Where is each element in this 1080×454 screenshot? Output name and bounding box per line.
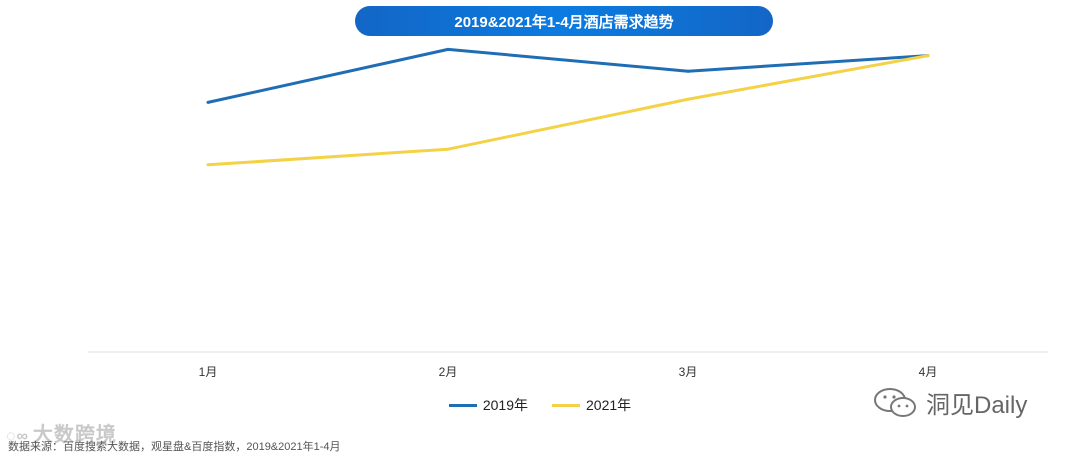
series-0-point-2 bbox=[446, 47, 450, 51]
series-layer bbox=[206, 47, 930, 167]
series-line-0 bbox=[207, 47, 929, 104]
legend-label-2021: 2021年 bbox=[586, 397, 632, 413]
watermark-left: ◌∞ 大数跨境 bbox=[6, 418, 117, 447]
x-tick-label-2: 2月 bbox=[439, 365, 458, 379]
legend-swatch-2019 bbox=[448, 403, 477, 407]
series-0-point-1 bbox=[206, 100, 210, 104]
x-tick-labels: 1月 2月 3月 4月 bbox=[199, 365, 938, 379]
series-1-point-4 bbox=[926, 54, 930, 58]
series-1-point-2 bbox=[446, 147, 450, 151]
watermark-right: 洞见Daily bbox=[872, 385, 1027, 420]
legend-item-2019[interactable]: 2019年 bbox=[448, 395, 528, 415]
watermark-left-text: 大数跨境 bbox=[32, 424, 117, 446]
legend: 2019年 2021年 bbox=[0, 395, 1080, 415]
series-0-point-3 bbox=[686, 69, 690, 73]
chart-title: 2019&2021年1-4月酒店需求趋势 bbox=[355, 6, 773, 36]
legend-label-2019: 2019年 bbox=[482, 397, 528, 413]
brand-logo-icon: ◌∞ bbox=[6, 428, 29, 445]
data-source-note: 数据来源：百度搜索大数据，观星盘&百度指数，2019&2021年1-4月 bbox=[8, 441, 341, 453]
legend-swatch-2021 bbox=[552, 403, 580, 407]
x-tick-label-3: 3月 bbox=[679, 365, 698, 379]
series-line-1 bbox=[207, 54, 929, 167]
legend-item-2021[interactable]: 2021年 bbox=[552, 395, 631, 415]
watermark-right-text: 洞见Daily bbox=[926, 392, 1028, 419]
series-1-point-1 bbox=[206, 163, 210, 167]
wechat-icon bbox=[874, 387, 916, 417]
x-tick-label-1: 1月 bbox=[199, 365, 218, 379]
x-tick-label-4: 4月 bbox=[919, 365, 938, 379]
series-1-point-3 bbox=[686, 97, 690, 101]
